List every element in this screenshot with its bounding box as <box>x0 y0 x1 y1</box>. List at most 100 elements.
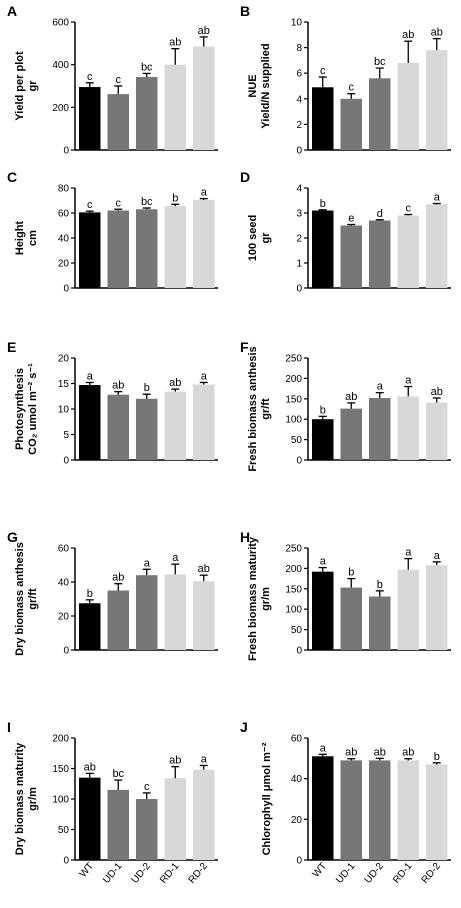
bar <box>397 760 419 860</box>
y-tick-label: 150 <box>285 584 302 595</box>
bar <box>164 391 186 460</box>
significance-letter: a <box>320 556 327 568</box>
y-tick-label: 0 <box>296 856 302 867</box>
bar <box>312 210 334 288</box>
significance-letter: ab <box>169 755 181 767</box>
significance-letter: a <box>377 381 384 393</box>
bar <box>107 394 129 460</box>
bar <box>397 396 419 460</box>
significance-letter: ab <box>431 386 443 398</box>
significance-letter: c <box>116 197 122 209</box>
y-axis-label: Dry biomass anthesis <box>14 542 26 656</box>
significance-letter: a <box>434 192 441 204</box>
y-tick-label: 250 <box>285 544 302 555</box>
significance-letter: c <box>116 74 122 86</box>
y-tick-label: 50 <box>291 435 303 446</box>
y-tick-label: 5 <box>63 430 69 441</box>
significance-letter: ab <box>431 27 443 39</box>
category-label: RD-1 <box>391 861 415 886</box>
y-tick-label: 150 <box>285 394 302 405</box>
y-tick-label: 250 <box>285 354 302 365</box>
significance-letter: ab <box>374 746 386 758</box>
panel-label: C <box>7 169 17 185</box>
bar <box>193 46 215 150</box>
bar <box>426 204 448 288</box>
bar <box>426 565 448 650</box>
y-tick-label: 80 <box>58 184 70 195</box>
significance-letter: ab <box>402 747 414 759</box>
bar <box>312 87 334 150</box>
significance-letter: b <box>320 404 326 416</box>
y-tick-label: 40 <box>58 578 70 589</box>
y-tick-label: 600 <box>52 18 69 29</box>
y-axis-label: Fresh biomass anthesis <box>247 346 259 471</box>
bar <box>312 756 334 860</box>
y-tick-label: 150 <box>52 764 69 775</box>
category-label: UD-1 <box>101 861 125 886</box>
y-tick-label: 200 <box>52 103 69 114</box>
y-tick-label: 0 <box>63 456 69 467</box>
bar <box>136 799 158 860</box>
bar <box>164 206 186 288</box>
bar <box>79 603 101 650</box>
significance-letter: e <box>348 213 354 225</box>
bar <box>340 408 362 460</box>
y-tick-label: 0 <box>63 284 69 295</box>
y-tick-label: 400 <box>52 60 69 71</box>
category-label: RD-1 <box>158 861 182 886</box>
y-axis-label: 100 seed <box>247 215 259 261</box>
significance-letter: ab <box>84 761 96 773</box>
bar <box>107 789 129 860</box>
y-tick-label: 20 <box>58 612 70 623</box>
panel-label: I <box>7 719 11 735</box>
category-label: RD-2 <box>420 861 444 886</box>
bar <box>340 587 362 650</box>
bar <box>312 571 334 650</box>
y-tick-label: 6 <box>296 69 302 80</box>
y-tick-label: 4 <box>296 184 302 195</box>
panel-b: B NUE Yield/N supplied 0 2 4 6 8 10 c c bc ab ab <box>240 3 451 157</box>
y-axis-label: gr/ft <box>27 588 39 610</box>
panel-j: J Chlorophyll μmol m⁻² 0 20 40 60 a WT ab UD-1 ab U… <box>240 719 451 886</box>
significance-letter: a <box>87 370 94 382</box>
y-tick-label: 60 <box>58 209 70 220</box>
y-axis-label: gr <box>260 232 272 244</box>
significance-letter: a <box>320 742 327 754</box>
y-axis-label: Yield per plot <box>14 51 26 121</box>
y-axis-label: Chlorophyll μmol m⁻² <box>261 742 273 855</box>
significance-letter: a <box>172 552 179 564</box>
significance-letter: ab <box>112 380 124 392</box>
significance-letter: ab <box>198 563 210 575</box>
significance-letter: b <box>348 567 354 579</box>
y-tick-label: 200 <box>285 564 302 575</box>
significance-letter: a <box>405 547 412 559</box>
y-axis-label: Yield/N supplied <box>260 43 272 128</box>
bar <box>164 574 186 650</box>
significance-letter: a <box>201 753 208 765</box>
panel-d: D 100 seed gr 0 1 2 3 4 b e d c a <box>240 169 451 295</box>
bar <box>397 62 419 150</box>
y-tick-label: 8 <box>296 43 302 54</box>
bar <box>340 225 362 288</box>
panel-label: E <box>7 339 16 355</box>
y-tick-label: 20 <box>58 259 70 270</box>
significance-letter: bc <box>112 768 124 780</box>
bar <box>369 78 391 150</box>
y-tick-label: 0 <box>63 646 69 657</box>
y-axis-label: gr/m <box>27 787 39 811</box>
bar <box>369 220 391 288</box>
significance-letter: a <box>201 370 208 382</box>
significance-letter: ab <box>112 572 124 584</box>
significance-letter: b <box>144 382 150 394</box>
significance-letter: ab <box>402 29 414 41</box>
bar <box>397 215 419 288</box>
panel-label: D <box>240 169 250 185</box>
y-tick-label: 100 <box>285 415 302 426</box>
y-axis-label: gr <box>27 80 39 92</box>
y-tick-label: 4 <box>296 94 302 105</box>
